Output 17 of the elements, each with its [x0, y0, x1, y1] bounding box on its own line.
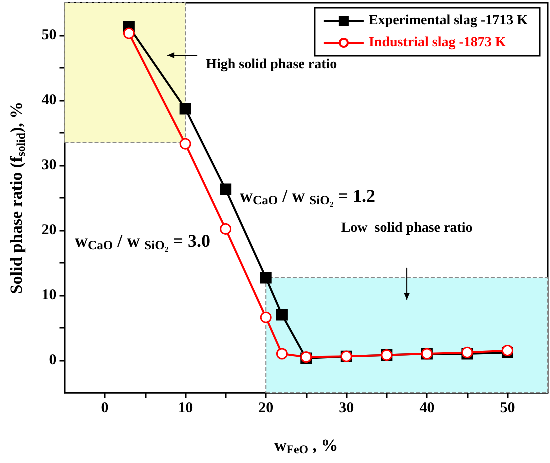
x-tick-label: 0: [101, 400, 109, 416]
x-tick-label: 30: [339, 400, 354, 416]
legend-label: Industrial slag -1873 K: [368, 36, 506, 50]
band-label: Low solid phase ratio: [341, 220, 473, 236]
y-tick-label: 10: [42, 288, 57, 304]
y-tick-label: 0: [49, 352, 57, 368]
x-tick-label: 40: [420, 400, 435, 416]
x-tick-label: 50: [500, 400, 516, 416]
band-label: High solid phase ratio: [206, 57, 338, 72]
y-tick-label: 50: [42, 28, 57, 44]
y-tick-label: 40: [42, 92, 57, 108]
legend-label: Experimental slag -1713 K: [368, 14, 528, 28]
x-tick-label: 10: [178, 400, 194, 416]
y-tick-label: 20: [42, 222, 57, 238]
x-tick-label: 20: [258, 400, 274, 416]
y-axis-title: Solid phase ratio (fsolid), %: [7, 102, 28, 294]
y-tick-label: 30: [42, 158, 57, 174]
